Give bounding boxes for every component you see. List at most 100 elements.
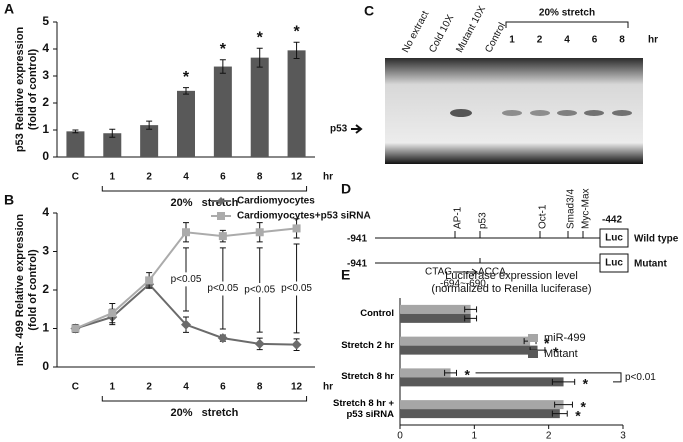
sequence: ACCA,	[478, 267, 509, 278]
p-value: p<0.05	[244, 285, 275, 296]
x-unit: hr	[323, 172, 333, 183]
p-value: p<0.05	[171, 274, 202, 285]
legend-label: Cardiomyocytes+p53 siRNA	[237, 211, 371, 222]
wild-type-label: Wild type	[634, 234, 679, 245]
start-label: -941	[347, 259, 367, 270]
x-tick-label: 3	[620, 431, 626, 442]
lane-label: 8	[619, 35, 625, 46]
y-axis-label: miR- 499 Relative expression	[14, 214, 26, 367]
lane-label: Control	[483, 21, 508, 55]
lane-label: No extract	[400, 9, 431, 55]
y-tick-label: Stretch 2 hr	[341, 339, 394, 351]
significance: *	[183, 69, 190, 86]
error-bar	[551, 410, 568, 417]
significance: *	[553, 344, 559, 360]
legend-label: Mutant	[544, 348, 578, 360]
error-bar	[256, 47, 263, 68]
x-tick-label: 4	[183, 172, 189, 183]
comparison-line	[219, 247, 226, 330]
error-bar	[444, 369, 457, 376]
legend-label: Cardiomyocytes	[237, 196, 315, 207]
p-value: p<0.05	[281, 283, 312, 294]
bar	[287, 50, 306, 157]
x-tick-label: 1	[472, 431, 478, 442]
y-tick-label: Stretch 8 hr	[341, 371, 394, 383]
bracket	[505, 21, 629, 28]
y-tick-label: 5	[42, 14, 49, 28]
site-label: p53	[478, 212, 489, 229]
x-tick-label: 1	[110, 382, 116, 393]
site-label: Smad3/4	[566, 189, 577, 229]
error-bar	[464, 315, 478, 322]
marker	[291, 339, 302, 350]
marker	[255, 228, 264, 237]
band-label: p53	[330, 124, 348, 135]
lane-label: 6	[592, 35, 598, 46]
site-label: AP-1	[453, 206, 464, 229]
x-tick-label: 12	[291, 382, 303, 393]
error-bar	[72, 129, 79, 134]
y-tick-label: Stretch 8 hr + p53 siRNA	[333, 398, 394, 421]
bar	[140, 125, 159, 157]
x-tick-label: 2	[146, 172, 152, 183]
comparison-line	[293, 243, 300, 334]
significance: *	[544, 335, 550, 351]
panel-label: A	[4, 1, 14, 17]
marker	[182, 228, 190, 237]
legend-swatch	[528, 334, 538, 342]
bar	[66, 131, 85, 157]
group-label: 20% stretch	[539, 8, 595, 19]
luc-box	[599, 253, 629, 273]
significance: *	[257, 29, 264, 46]
start-label: -941	[347, 234, 367, 245]
chart-title: (normalized to Renilla luciferase)	[431, 283, 591, 295]
marker	[254, 338, 265, 349]
lane-label: Cold 10X	[427, 13, 456, 55]
significance: *	[220, 41, 227, 58]
gel-bands	[450, 109, 632, 117]
bar	[400, 368, 451, 378]
x-tick-label: C	[72, 382, 79, 393]
error-bar	[219, 59, 226, 74]
y-axis-label: (fold of control)	[27, 249, 39, 331]
position: -694~-690	[440, 279, 486, 290]
lane-label: Mutant 10X	[454, 4, 488, 55]
error-bar	[109, 128, 116, 138]
panel-label: C	[364, 3, 374, 19]
marker	[217, 333, 228, 344]
marker	[218, 232, 227, 241]
bar	[177, 90, 195, 157]
bar	[250, 57, 269, 157]
bar	[400, 313, 471, 323]
error-bar	[183, 87, 189, 95]
comparison-bracket	[475, 372, 622, 383]
bar	[213, 66, 232, 157]
reporter: Luc	[605, 233, 623, 244]
y-tick-label: 4	[42, 205, 49, 219]
bar	[103, 133, 122, 157]
legend-marker	[217, 197, 225, 205]
bar	[400, 304, 471, 314]
comparison-line	[256, 247, 263, 333]
sequence: CTAG	[425, 267, 452, 278]
x-tick-label: C	[72, 172, 79, 183]
end-label: -442	[602, 215, 622, 226]
error-bar	[146, 120, 153, 130]
error-bar	[293, 41, 300, 59]
y-tick-label: 0	[42, 149, 49, 163]
error-bar	[551, 378, 576, 385]
group-label: 20% stretch	[170, 197, 238, 209]
y-tick-label: 2	[42, 95, 49, 109]
comparison-label: p<0.01	[625, 372, 656, 383]
x-tick-label: 2	[146, 382, 152, 393]
reporter: Luc	[605, 258, 623, 269]
significance: *	[583, 376, 589, 392]
y-tick-label: 3	[42, 244, 49, 258]
x-tick-label: 4	[183, 382, 189, 393]
luc-box	[599, 228, 629, 248]
error-bar	[464, 306, 478, 313]
significance: *	[293, 23, 300, 40]
error-bar	[554, 401, 573, 408]
marker	[292, 224, 301, 233]
